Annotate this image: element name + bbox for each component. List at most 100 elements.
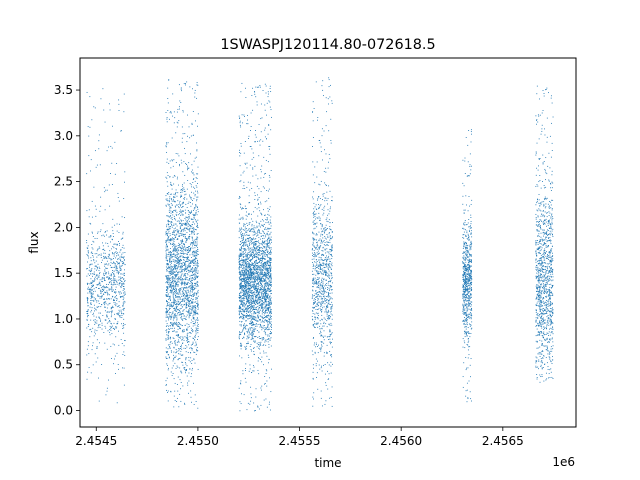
data-point — [258, 249, 260, 251]
data-point — [244, 346, 246, 348]
data-point — [191, 231, 193, 233]
data-point — [177, 231, 179, 233]
data-point — [240, 237, 242, 239]
data-point — [238, 256, 240, 258]
data-point — [168, 210, 170, 212]
data-point — [93, 284, 94, 286]
data-point — [241, 236, 242, 237]
data-point — [268, 285, 270, 287]
data-point — [174, 342, 176, 344]
data-point — [94, 262, 96, 264]
data-point — [119, 311, 121, 313]
data-point — [181, 247, 183, 249]
data-point — [166, 243, 168, 245]
data-point — [239, 338, 240, 340]
data-point — [269, 278, 271, 280]
data-point — [270, 277, 272, 279]
data-point — [249, 164, 251, 166]
data-point — [182, 329, 184, 331]
data-point — [264, 109, 266, 111]
data-point — [98, 316, 100, 318]
data-point — [240, 297, 241, 299]
data-point — [258, 373, 260, 375]
data-point — [265, 268, 267, 270]
data-point — [270, 284, 272, 286]
data-point — [120, 249, 122, 251]
data-point — [90, 287, 92, 289]
data-point — [266, 406, 268, 408]
data-point — [166, 289, 168, 291]
data-point — [167, 193, 169, 195]
data-point — [92, 313, 94, 315]
data-point — [240, 331, 242, 333]
data-point — [260, 280, 262, 282]
data-point — [265, 300, 267, 302]
data-point — [176, 111, 178, 113]
data-point — [246, 311, 248, 313]
data-point — [197, 192, 199, 194]
data-point — [252, 250, 254, 251]
data-point — [103, 290, 104, 291]
data-point — [260, 177, 262, 179]
data-point — [254, 192, 256, 194]
data-point — [240, 307, 241, 308]
data-point — [266, 299, 267, 301]
data-point — [194, 292, 196, 294]
data-point — [188, 324, 190, 325]
data-point — [169, 325, 171, 327]
data-point — [244, 270, 246, 272]
data-point — [87, 245, 89, 247]
data-point — [102, 242, 103, 244]
data-point — [197, 250, 199, 252]
data-point — [102, 286, 103, 288]
data-point — [185, 264, 187, 266]
data-point — [254, 276, 256, 278]
data-point — [266, 309, 268, 311]
data-point — [110, 329, 112, 331]
data-point — [240, 301, 242, 303]
data-point — [254, 295, 256, 297]
data-point — [261, 165, 263, 167]
data-point — [183, 293, 185, 295]
data-point — [177, 325, 179, 327]
data-point — [171, 254, 173, 256]
data-point — [249, 237, 251, 238]
data-point — [171, 226, 173, 228]
data-point — [99, 210, 101, 212]
data-point — [116, 272, 118, 274]
data-point — [173, 200, 174, 202]
data-point — [196, 226, 198, 228]
data-point — [192, 251, 194, 253]
data-point — [182, 234, 184, 236]
data-point — [172, 198, 174, 200]
data-point — [260, 305, 262, 306]
data-point — [123, 93, 125, 95]
data-point — [90, 252, 92, 254]
data-point — [179, 302, 181, 304]
data-point — [176, 257, 178, 259]
data-point — [177, 245, 179, 247]
data-point — [104, 310, 106, 312]
data-point — [240, 286, 242, 288]
data-point — [185, 363, 187, 365]
data-point — [240, 308, 242, 310]
data-point — [259, 304, 261, 306]
data-point — [91, 247, 93, 249]
data-point — [180, 314, 182, 316]
data-point — [252, 338, 254, 340]
data-point — [174, 340, 176, 342]
data-point — [191, 171, 192, 173]
data-point — [244, 208, 246, 210]
data-point — [169, 239, 171, 241]
data-point — [248, 256, 250, 258]
data-point — [115, 289, 117, 291]
data-point — [177, 296, 179, 297]
data-point — [182, 171, 184, 173]
data-point — [178, 258, 180, 260]
data-point — [240, 143, 242, 144]
data-point — [185, 372, 186, 374]
data-point — [254, 291, 256, 293]
data-point — [123, 262, 125, 264]
data-point — [168, 307, 170, 309]
data-point — [166, 268, 168, 269]
